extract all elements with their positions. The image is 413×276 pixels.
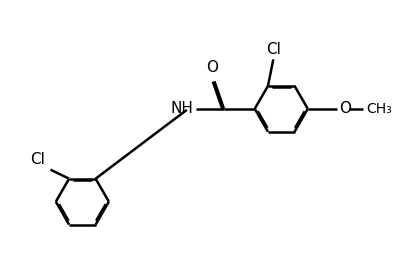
Text: Cl: Cl: [30, 152, 45, 167]
Text: CH₃: CH₃: [365, 102, 391, 116]
Text: Cl: Cl: [265, 42, 280, 57]
Text: O: O: [339, 101, 351, 116]
Text: O: O: [205, 60, 217, 75]
Text: NH: NH: [171, 101, 193, 116]
